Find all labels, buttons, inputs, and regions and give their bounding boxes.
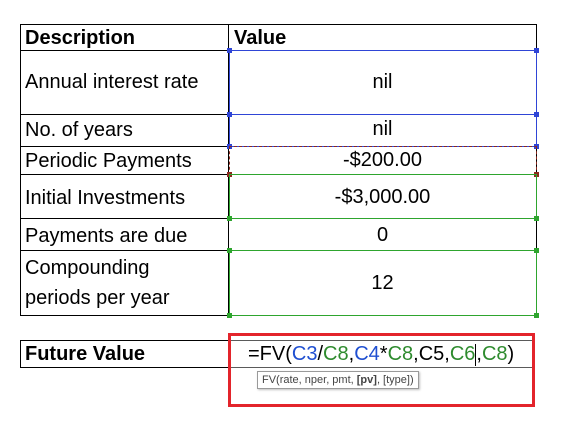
range-highlight-green-c8 xyxy=(229,250,537,316)
cell-description-compounding-line1[interactable]: Compounding xyxy=(25,257,150,279)
tooltip-prefix: FV(rate, nper, pmt, xyxy=(262,374,357,386)
tooltip-current-arg[interactable]: [pv] xyxy=(356,374,377,386)
range-handle[interactable] xyxy=(227,216,232,221)
header-value[interactable]: Value xyxy=(234,27,287,49)
grid-line xyxy=(20,24,537,25)
formula-token: C8 xyxy=(481,343,508,365)
tooltip-suffix: , [type]) xyxy=(376,374,414,386)
formula-token: C8 xyxy=(387,343,414,365)
formula-token: , xyxy=(476,343,482,365)
range-handle[interactable] xyxy=(227,112,232,117)
cell-description-periodic-payments[interactable]: Periodic Payments xyxy=(25,150,192,172)
future-value-label[interactable]: Future Value xyxy=(25,343,146,365)
range-handle[interactable] xyxy=(534,112,539,117)
cell-description-payments-are-due[interactable]: Payments are due xyxy=(25,225,188,247)
cell-value-no-of-years[interactable]: nil xyxy=(372,118,393,140)
range-handle[interactable] xyxy=(227,48,232,53)
cell-description-no-of-years[interactable]: No. of years xyxy=(25,119,133,141)
range-handle[interactable] xyxy=(227,313,232,318)
cell-value-compounding-periods[interactable]: 12 xyxy=(371,272,394,294)
cell-description-compounding-line2[interactable]: periods per year xyxy=(25,287,170,309)
cell-value-annual-interest-rate[interactable]: nil xyxy=(372,71,393,93)
formula-token: / xyxy=(317,343,324,365)
range-highlight-green-c6 xyxy=(229,174,537,219)
range-handle[interactable] xyxy=(534,48,539,53)
cell-value-periodic-payments[interactable]: -$200.00 xyxy=(343,149,422,171)
cell-value-initial-investments[interactable]: -$3,000.00 xyxy=(334,186,431,208)
formula-token: ) xyxy=(507,343,515,365)
range-handle[interactable] xyxy=(534,313,539,318)
formula-token: , xyxy=(348,343,355,365)
function-tooltip: FV(rate, nper, pmt, [pv], [type]) xyxy=(257,371,419,389)
grid-line xyxy=(20,367,230,368)
highlight-box xyxy=(228,333,535,407)
grid-line xyxy=(20,24,21,316)
cell-description-initial-investments[interactable]: Initial Investments xyxy=(25,187,186,209)
header-description[interactable]: Description xyxy=(25,27,136,49)
formula-token: C3 xyxy=(291,343,318,365)
range-handle[interactable] xyxy=(534,216,539,221)
formula-input-cell[interactable]: =FV(C3/C8,C4*C8,C5,C6,C8) xyxy=(248,342,514,366)
cell-value-payments-are-due[interactable]: 0 xyxy=(376,224,389,246)
range-handle[interactable] xyxy=(227,248,232,253)
formula-token: ,C5, xyxy=(413,343,450,365)
cell-description-annual-interest-rate[interactable]: Annual interest rate xyxy=(25,71,199,93)
range-handle[interactable] xyxy=(534,248,539,253)
formula-token: * xyxy=(379,343,388,365)
text-cursor xyxy=(475,343,477,366)
formula-token: C4 xyxy=(354,343,380,365)
grid-line xyxy=(20,340,21,368)
formula-token: C8 xyxy=(323,343,349,365)
grid-line xyxy=(20,340,230,341)
formula-token: =FV( xyxy=(248,343,292,365)
formula-token: C6 xyxy=(449,343,476,365)
grid-line xyxy=(228,24,229,316)
